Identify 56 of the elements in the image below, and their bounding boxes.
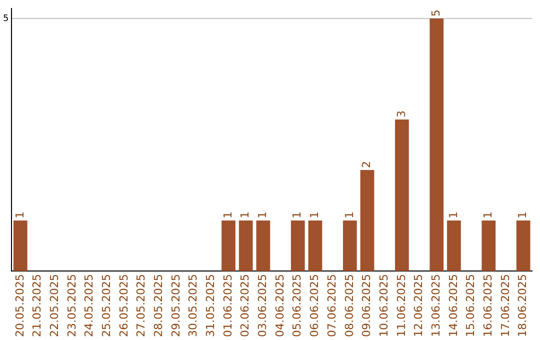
- bar: [256, 220, 270, 272]
- x-tick-label: 01.06.2025: [221, 274, 234, 338]
- data-label: 1: [290, 212, 304, 219]
- x-tick-label: 06.06.2025: [308, 274, 322, 338]
- data-label: 3: [394, 110, 408, 118]
- x-tick-label: 02.06.2025: [238, 274, 252, 338]
- x-tick-label: 31.05.2025: [204, 274, 218, 338]
- x-tick-label: 03.06.2025: [256, 274, 270, 338]
- bar: [447, 220, 461, 272]
- x-tick-label: 25.05.2025: [100, 274, 113, 338]
- x-tick-label: 27.05.2025: [134, 274, 148, 338]
- data-label: 1: [482, 212, 495, 219]
- x-tick-label: 12.06.2025: [412, 274, 426, 338]
- data-label: 1: [256, 212, 270, 219]
- x-tick-label: 09.06.2025: [360, 274, 374, 338]
- data-label: 1: [342, 212, 356, 219]
- bar: [238, 220, 253, 272]
- data-label: 1: [221, 212, 234, 219]
- data-label: 1: [13, 212, 26, 219]
- x-tick-label: 11.06.2025: [394, 274, 408, 338]
- bar: [516, 220, 530, 272]
- x-tick-label: 17.06.2025: [498, 274, 512, 338]
- bar: [308, 220, 322, 272]
- bar: [290, 220, 305, 272]
- x-tick-label: 30.05.2025: [186, 274, 200, 338]
- x-tick-label: 10.06.2025: [377, 274, 390, 338]
- bar: [430, 18, 444, 272]
- x-tick-label: 24.05.2025: [82, 274, 96, 338]
- x-tick-label: 16.06.2025: [482, 274, 495, 338]
- data-label: 1: [516, 212, 530, 219]
- data-label: 5: [429, 10, 442, 16]
- x-tick-label: 15.06.2025: [464, 274, 478, 338]
- x-tick-label: 13.06.2025: [429, 274, 442, 338]
- x-tick-label: 20.05.2025: [13, 274, 26, 338]
- bar: [342, 220, 357, 272]
- x-tick-label: 14.06.2025: [446, 274, 460, 338]
- data-label: 1: [308, 212, 322, 219]
- data-label: 1: [446, 212, 460, 219]
- x-tick-label: 08.06.2025: [342, 274, 356, 338]
- x-tick-label: 07.06.2025: [325, 274, 338, 338]
- bar: [13, 220, 28, 272]
- bar: [360, 170, 374, 272]
- data-label: 1: [238, 212, 252, 219]
- bar: [222, 220, 236, 272]
- x-tick-label: 05.06.2025: [290, 274, 304, 338]
- bar: [394, 120, 409, 272]
- x-tick-label: 29.05.2025: [169, 274, 182, 338]
- x-tick-label: 28.05.2025: [152, 274, 165, 338]
- x-tick-label: 21.05.2025: [30, 274, 44, 338]
- x-tick-label: 22.05.2025: [48, 274, 61, 338]
- bar: [482, 220, 496, 272]
- x-tick-label: 26.05.2025: [117, 274, 130, 338]
- x-tick-label: 23.05.2025: [65, 274, 78, 338]
- x-tick-label: 18.06.2025: [516, 274, 530, 338]
- x-tick-label: 04.06.2025: [273, 274, 286, 338]
- data-label: 2: [360, 161, 374, 168]
